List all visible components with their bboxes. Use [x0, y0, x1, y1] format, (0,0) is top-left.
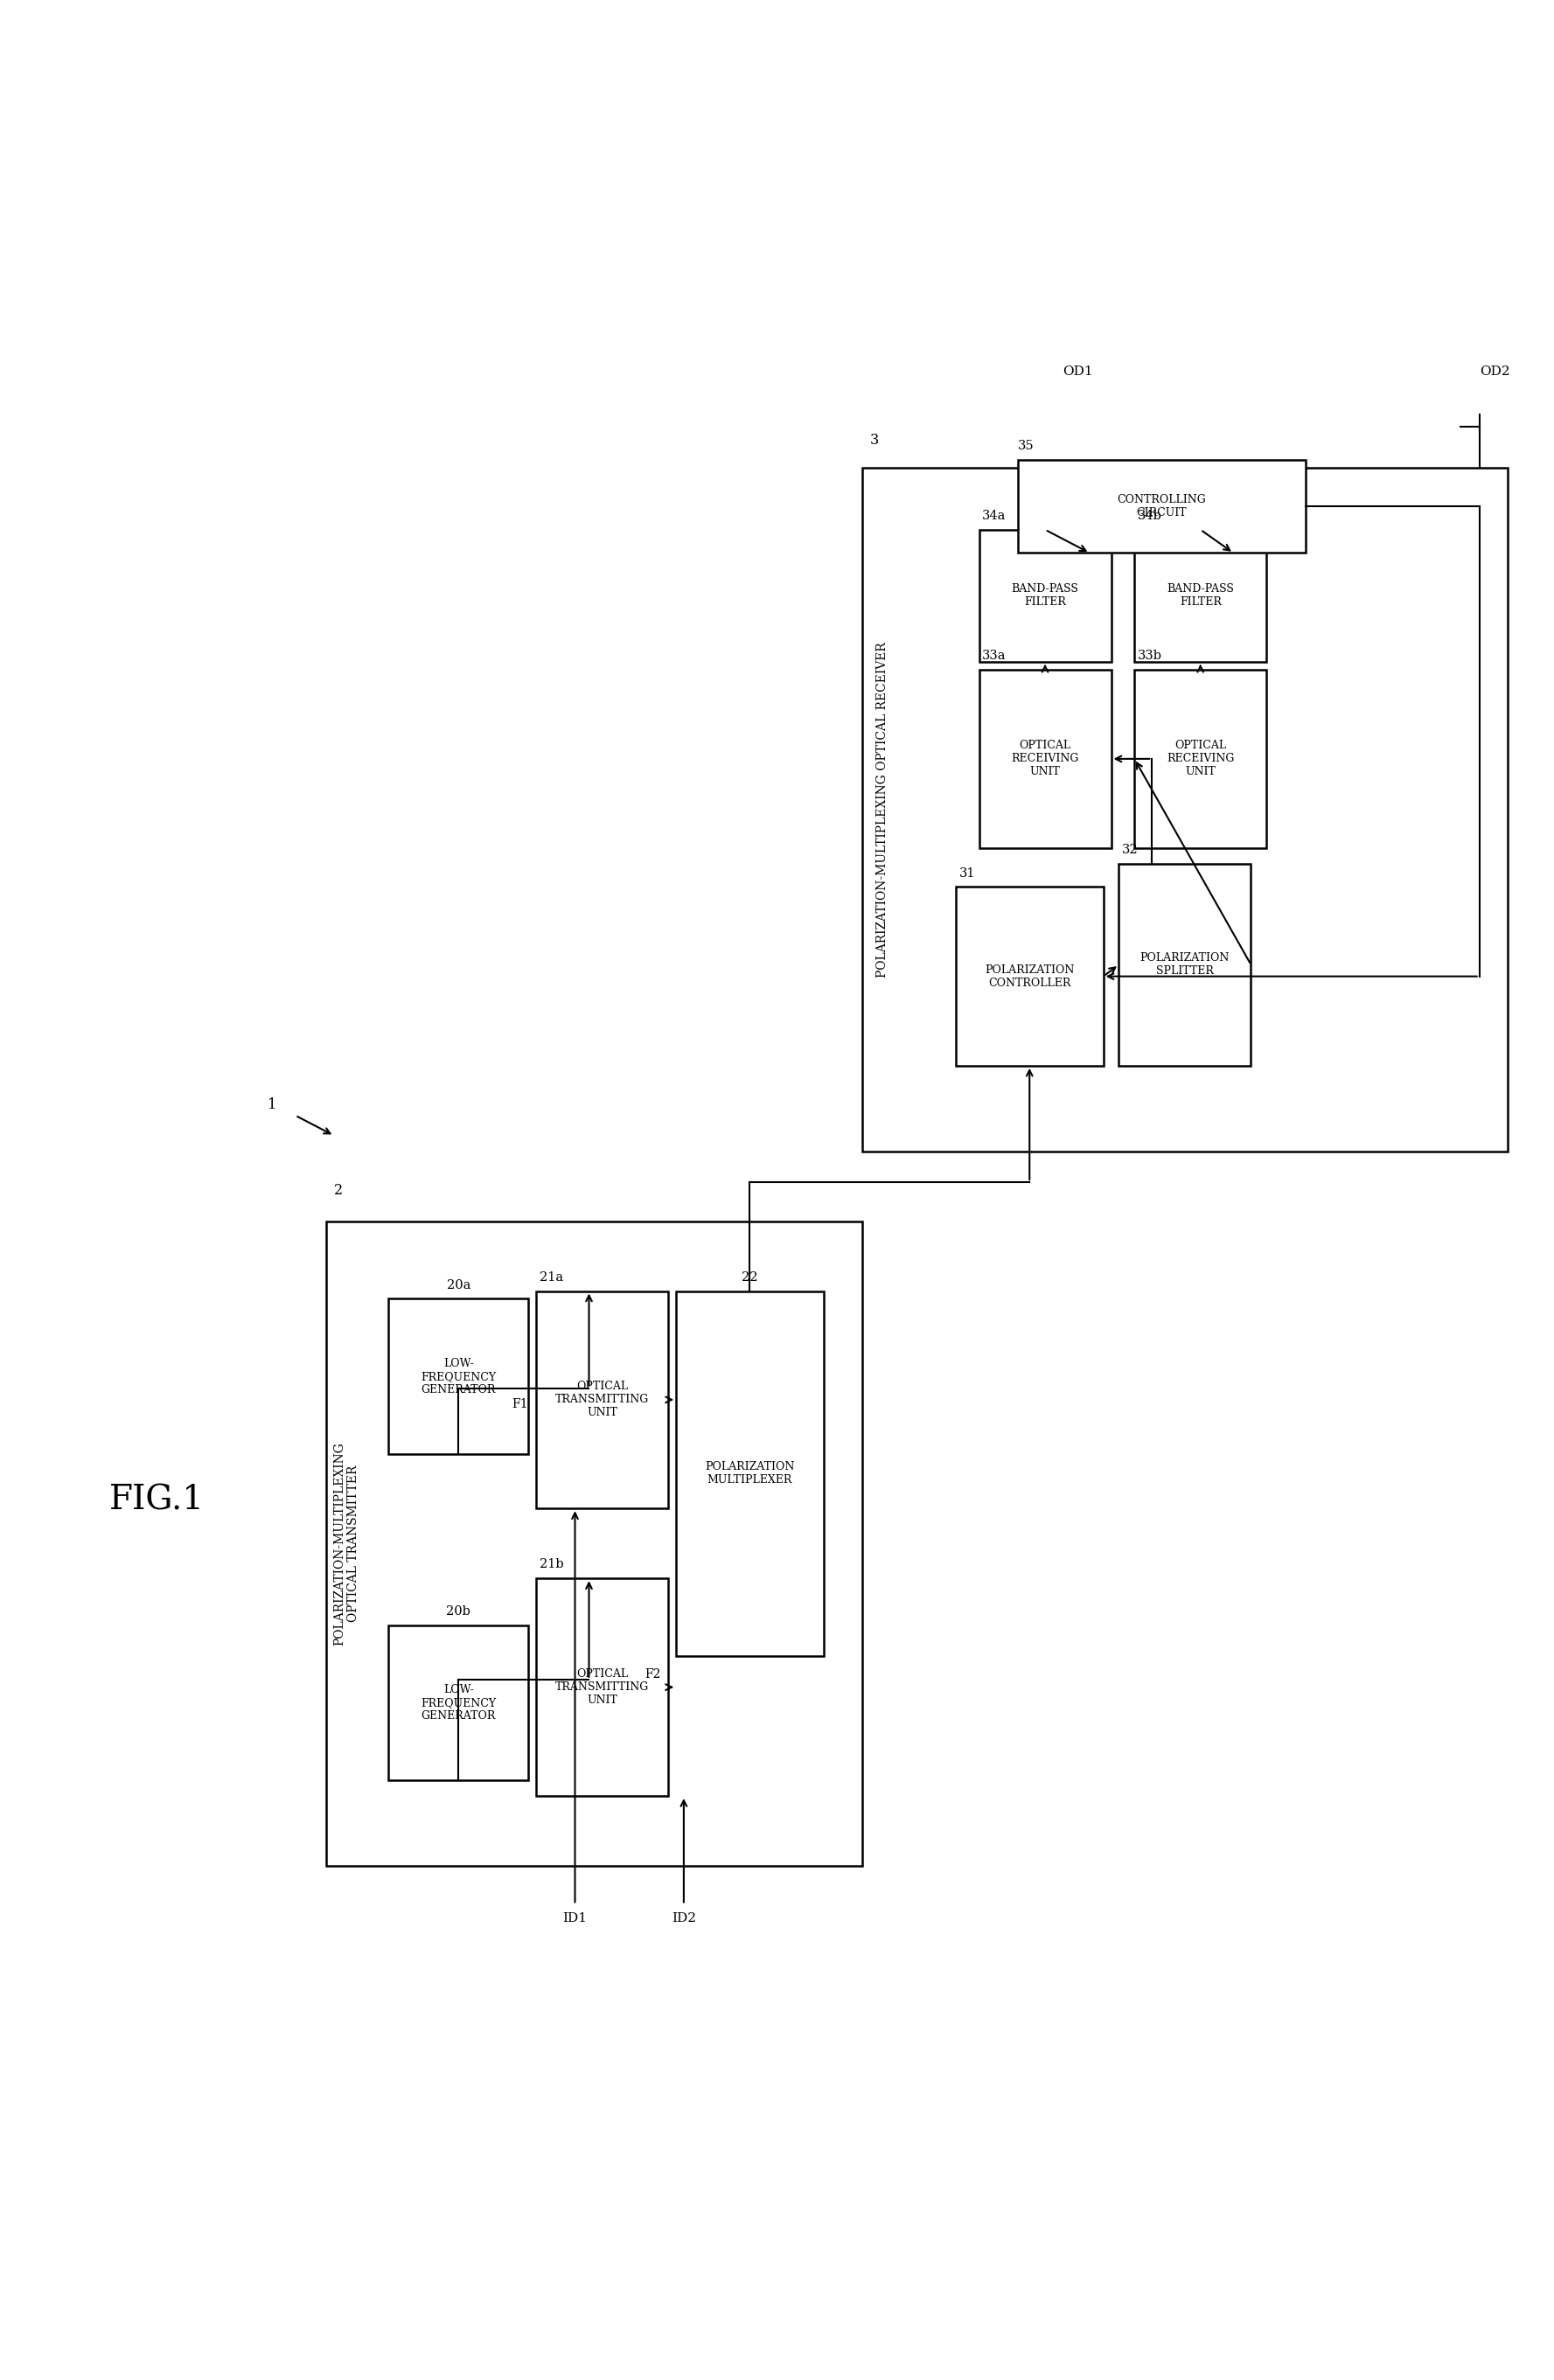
Text: F2: F2 [645, 1668, 660, 1680]
Bar [862, 466, 1507, 1152]
Text: ID2: ID2 [671, 1914, 696, 1925]
Text: 2: 2 [334, 1183, 343, 1197]
Text: OD1: OD1 [1063, 364, 1092, 378]
Text: BAND-PASS
FILTER: BAND-PASS FILTER [1012, 583, 1078, 607]
Text: 21b: 21b [539, 1559, 564, 1571]
Text: OPTICAL
TRANSMITTING
UNIT: OPTICAL TRANSMITTING UNIT [555, 1380, 650, 1418]
Text: 22: 22 [741, 1271, 758, 1283]
Text: 33a: 33a [982, 650, 1005, 662]
Text: POLARIZATION
MULTIPLEXER: POLARIZATION MULTIPLEXER [706, 1461, 794, 1485]
Bar [1134, 531, 1267, 662]
Text: 34a: 34a [982, 509, 1005, 521]
Bar [1018, 459, 1305, 552]
Bar [979, 531, 1111, 662]
Text: ID1: ID1 [563, 1914, 587, 1925]
Text: LOW-
FREQUENCY
GENERATOR: LOW- FREQUENCY GENERATOR [421, 1357, 496, 1395]
Bar [1134, 669, 1267, 847]
Text: OPTICAL
RECEIVING
UNIT: OPTICAL RECEIVING UNIT [1012, 740, 1078, 778]
Bar [388, 1299, 528, 1454]
Text: 3: 3 [870, 433, 880, 447]
Bar [388, 1626, 528, 1780]
Text: 32: 32 [1122, 843, 1138, 857]
Text: POLARIZATION
SPLITTER: POLARIZATION SPLITTER [1141, 952, 1229, 976]
Text: OPTICAL
TRANSMITTING
UNIT: OPTICAL TRANSMITTING UNIT [555, 1668, 650, 1706]
Bar [326, 1221, 862, 1866]
Text: 33b: 33b [1138, 650, 1162, 662]
Text: OD2: OD2 [1479, 364, 1509, 378]
Text: OPTICAL
RECEIVING
UNIT: OPTICAL RECEIVING UNIT [1167, 740, 1234, 778]
Text: 20b: 20b [446, 1604, 471, 1618]
Text: POLARIZATION-MULTIPLEXING OPTICAL RECEIVER: POLARIZATION-MULTIPLEXING OPTICAL RECEIV… [876, 643, 889, 978]
Text: 20a: 20a [446, 1278, 471, 1290]
Text: LOW-
FREQUENCY
GENERATOR: LOW- FREQUENCY GENERATOR [421, 1685, 496, 1721]
Text: BAND-PASS
FILTER: BAND-PASS FILTER [1167, 583, 1234, 607]
Text: FIG.1: FIG.1 [109, 1485, 204, 1516]
Bar [676, 1290, 824, 1656]
Bar [536, 1290, 668, 1509]
Text: 31: 31 [959, 866, 974, 878]
Text: 1: 1 [267, 1097, 277, 1111]
Text: 34b: 34b [1138, 509, 1162, 521]
Text: CONTROLLING
CIRCUIT: CONTROLLING CIRCUIT [1117, 495, 1206, 519]
Text: POLARIZATION-MULTIPLEXING
OPTICAL TRANSMITTER: POLARIZATION-MULTIPLEXING OPTICAL TRANSM… [334, 1442, 359, 1645]
Text: POLARIZATION
CONTROLLER: POLARIZATION CONTROLLER [985, 964, 1074, 988]
Bar [956, 888, 1103, 1066]
Text: 35: 35 [1018, 440, 1033, 452]
Text: 21a: 21a [539, 1271, 563, 1283]
Bar [1119, 864, 1251, 1066]
Bar [536, 1578, 668, 1797]
Bar [979, 669, 1111, 847]
Text: F1: F1 [513, 1399, 528, 1411]
